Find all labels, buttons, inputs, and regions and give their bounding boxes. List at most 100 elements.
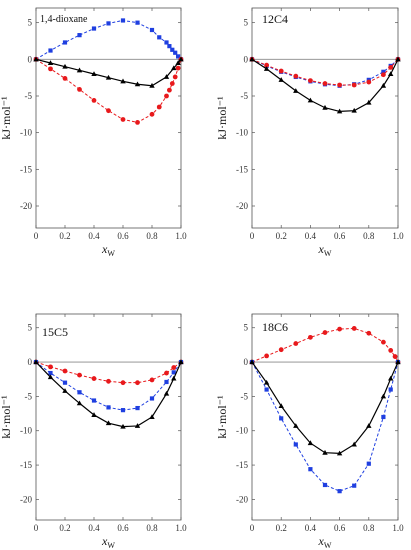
data-point-square [149, 396, 155, 401]
data-point-circle [388, 65, 394, 70]
x-tick-label: 0.2 [276, 523, 287, 533]
y-tick-label: -5 [241, 91, 249, 101]
data-point-square [167, 44, 172, 49]
data-point-square [388, 387, 393, 392]
x-tick-label: 0.2 [59, 231, 70, 241]
panel-label: 1,4-dioxane [40, 14, 88, 25]
data-point-triangle [351, 441, 357, 447]
data-point-triangle [249, 56, 255, 62]
x-tick-label: 0.6 [117, 231, 129, 241]
data-point-circle [149, 111, 155, 117]
data-point-triangle [91, 71, 97, 76]
data-point-triangle [278, 403, 284, 409]
data-point-circle [171, 365, 177, 370]
x-tick-label: 1.0 [392, 523, 404, 533]
data-point-triangle [163, 390, 170, 396]
data-point-triangle [351, 107, 357, 113]
data-point-triangle [47, 374, 54, 380]
data-point-circle [77, 372, 82, 378]
data-point-square [337, 489, 342, 494]
data-point-square [381, 69, 386, 74]
data-point-circle [156, 104, 162, 110]
data-point-circle [135, 120, 140, 125]
x-tick-label: 0 [34, 523, 39, 533]
data-point-triangle [178, 359, 184, 365]
panel-label: 18C6 [262, 320, 288, 334]
chart-panel-2: 5 0 -5 -10 -15 -20 0 0.2 0.4 0.6 0.8 1.0 12C4 xW kJ·mo… [215, 7, 404, 258]
y-axis-label: kJ·mol⁻¹ [215, 395, 229, 439]
data-point-square [91, 398, 97, 403]
data-point-circle [169, 81, 175, 86]
data-point-square [170, 47, 175, 52]
data-point-square [173, 50, 178, 55]
data-point-circle [264, 62, 269, 68]
data-point-circle [381, 339, 386, 345]
data-point-triangle [336, 108, 343, 114]
data-point-triangle [134, 423, 141, 428]
x-tick-label: 0 [250, 523, 255, 533]
series-circle [33, 56, 184, 125]
data-point-circle [337, 82, 342, 88]
data-point-circle [388, 347, 394, 353]
data-point-triangle [293, 423, 299, 428]
y-tick-label: -15 [20, 460, 32, 470]
data-point-square [279, 416, 284, 421]
data-point-circle [167, 87, 172, 93]
y-axis-label: kJ·mol⁻¹ [215, 96, 229, 140]
y-tick-label: -5 [25, 391, 33, 401]
data-point-circle [293, 73, 299, 79]
data-point-circle [62, 368, 68, 374]
data-point-circle [164, 370, 169, 376]
x-tick-label: 0.8 [146, 523, 158, 533]
series-circle [249, 326, 401, 365]
x-tick-label: 0.6 [334, 231, 346, 241]
data-point-triangle [395, 56, 401, 62]
data-point-square [366, 461, 371, 466]
data-point-triangle [91, 412, 97, 417]
data-point-triangle [278, 77, 284, 82]
y-axis-label: kJ·mol⁻¹ [0, 395, 13, 439]
data-point-circle [175, 65, 181, 71]
data-point-triangle [171, 65, 177, 71]
data-point-circle [120, 117, 126, 122]
y-tick-label: 5 [28, 323, 33, 333]
y-tick-label: -20 [236, 494, 248, 504]
data-point-square [164, 379, 169, 385]
y-tick-label: -20 [236, 201, 248, 211]
data-point-square [77, 390, 82, 395]
data-point-circle [106, 378, 111, 384]
series-line [35, 19, 182, 60]
series-square [249, 359, 401, 494]
y-tick-label: 0 [244, 54, 249, 64]
data-point-triangle [175, 60, 181, 65]
data-point-triangle [380, 82, 387, 88]
data-point-circle [135, 380, 140, 386]
series-triangle [249, 359, 401, 456]
series-line [35, 58, 182, 87]
data-point-square [293, 442, 298, 447]
y-tick-label: 0 [28, 357, 33, 367]
data-point-square [164, 40, 169, 45]
x-tick-label: 0.6 [117, 523, 129, 533]
y-tick-label: -15 [236, 460, 248, 470]
data-point-square [176, 54, 181, 59]
y-tick-label: -20 [20, 201, 32, 211]
data-point-triangle [62, 63, 68, 69]
x-tick-label: 1.0 [175, 523, 187, 533]
x-tick-label: 0 [250, 231, 255, 241]
data-point-triangle [120, 423, 126, 429]
data-point-triangle [322, 104, 328, 110]
x-tick-label: 0.6 [334, 523, 346, 533]
data-point-circle [366, 79, 372, 85]
x-axis-label: xW [318, 242, 332, 258]
data-point-triangle [33, 359, 39, 365]
data-point-circle [264, 353, 269, 359]
data-point-square [106, 405, 111, 410]
data-point-circle [91, 376, 97, 381]
data-point-circle [91, 98, 97, 103]
data-point-circle [308, 334, 313, 340]
series-circle [33, 359, 184, 386]
data-point-square [91, 26, 97, 31]
data-point-triangle [380, 393, 387, 399]
